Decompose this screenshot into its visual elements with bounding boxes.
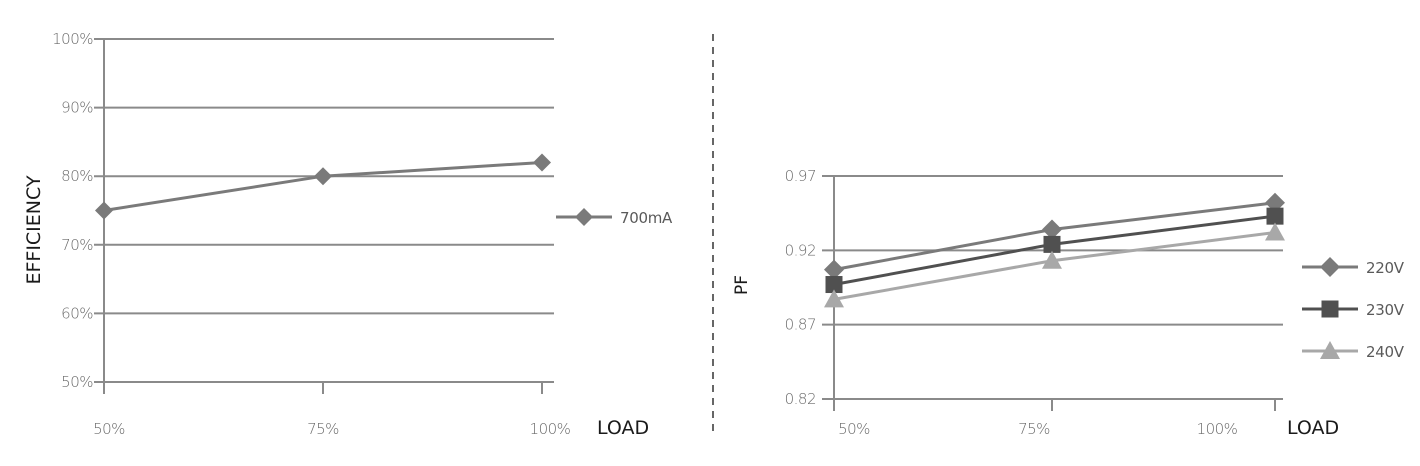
pf-series (824, 192, 1285, 308)
square-marker-icon (825, 276, 843, 294)
efficiency-x-tick-labels: 50% 75% 100% (93, 420, 571, 438)
y-tick-label: 0.87 (785, 316, 816, 334)
legend-label: 700mA (620, 209, 673, 227)
y-tick-label: 50% (61, 373, 93, 391)
legend-label: 220V (1366, 259, 1405, 277)
triangle-marker-icon (1265, 222, 1285, 241)
y-tick-label: 60% (61, 304, 93, 322)
efficiency-series (95, 153, 551, 220)
efficiency-legend: 700mA (556, 208, 673, 227)
x-tick-label: 75% (1018, 420, 1050, 438)
pf-y-axis-title: PF (732, 275, 752, 295)
pf-x-tick-labels: 50% 75% 100% (838, 420, 1238, 438)
square-marker-icon (1321, 300, 1339, 318)
y-tick-label: 0.82 (785, 390, 816, 408)
legend-item: 220V (1302, 257, 1405, 277)
diamond-marker-icon (533, 153, 551, 172)
x-tick-label: 50% (93, 420, 125, 438)
y-tick-label: 0.97 (785, 167, 816, 185)
efficiency-gridlines (94, 38, 554, 394)
legend-item: 240V (1302, 341, 1405, 361)
efficiency-y-axis-title: EFFICIENCY (23, 175, 45, 284)
x-tick-label: 75% (307, 420, 339, 438)
triangle-marker-icon (1042, 250, 1062, 269)
diamond-marker-icon (575, 208, 593, 226)
pf-y-tick-labels: 0.97 0.92 0.87 0.82 (785, 167, 817, 408)
y-tick-label: 0.92 (785, 241, 816, 259)
y-tick-label: 100% (52, 30, 93, 48)
x-tick-label: 50% (838, 420, 870, 438)
efficiency-chart: 100% 90% 80% 70% 60% 50% 50% 75% 100% EFFICIENC… (23, 30, 673, 439)
pf-legend: 220V 230V 240V (1302, 257, 1405, 361)
diamond-marker-icon (95, 201, 113, 220)
diamond-marker-icon (314, 167, 332, 186)
square-marker-icon (1043, 235, 1061, 253)
pf-x-axis-title: LOAD (1287, 417, 1339, 439)
x-tick-label: 100% (530, 420, 571, 438)
efficiency-x-axis-title: LOAD (597, 417, 649, 439)
legend-item: 700mA (556, 208, 673, 227)
efficiency-y-tick-labels: 100% 90% 80% 70% 60% 50% (52, 30, 94, 391)
x-tick-label: 100% (1197, 420, 1238, 438)
legend-label: 240V (1366, 343, 1405, 361)
diamond-marker-icon (824, 259, 844, 280)
square-marker-icon (1266, 207, 1284, 225)
y-tick-label: 90% (61, 99, 93, 117)
diamond-marker-icon (1320, 257, 1340, 277)
y-tick-label: 80% (61, 167, 93, 185)
triangle-marker-icon (1320, 341, 1340, 359)
legend-item: 230V (1302, 300, 1405, 319)
y-tick-label: 70% (61, 236, 93, 254)
legend-label: 230V (1366, 301, 1405, 319)
power-factor-chart: 0.97 0.92 0.87 0.82 50% 75% 100% PF LOAD 220V… (732, 167, 1405, 439)
diamond-marker-icon (1042, 219, 1062, 240)
triangle-marker-icon (824, 289, 844, 308)
